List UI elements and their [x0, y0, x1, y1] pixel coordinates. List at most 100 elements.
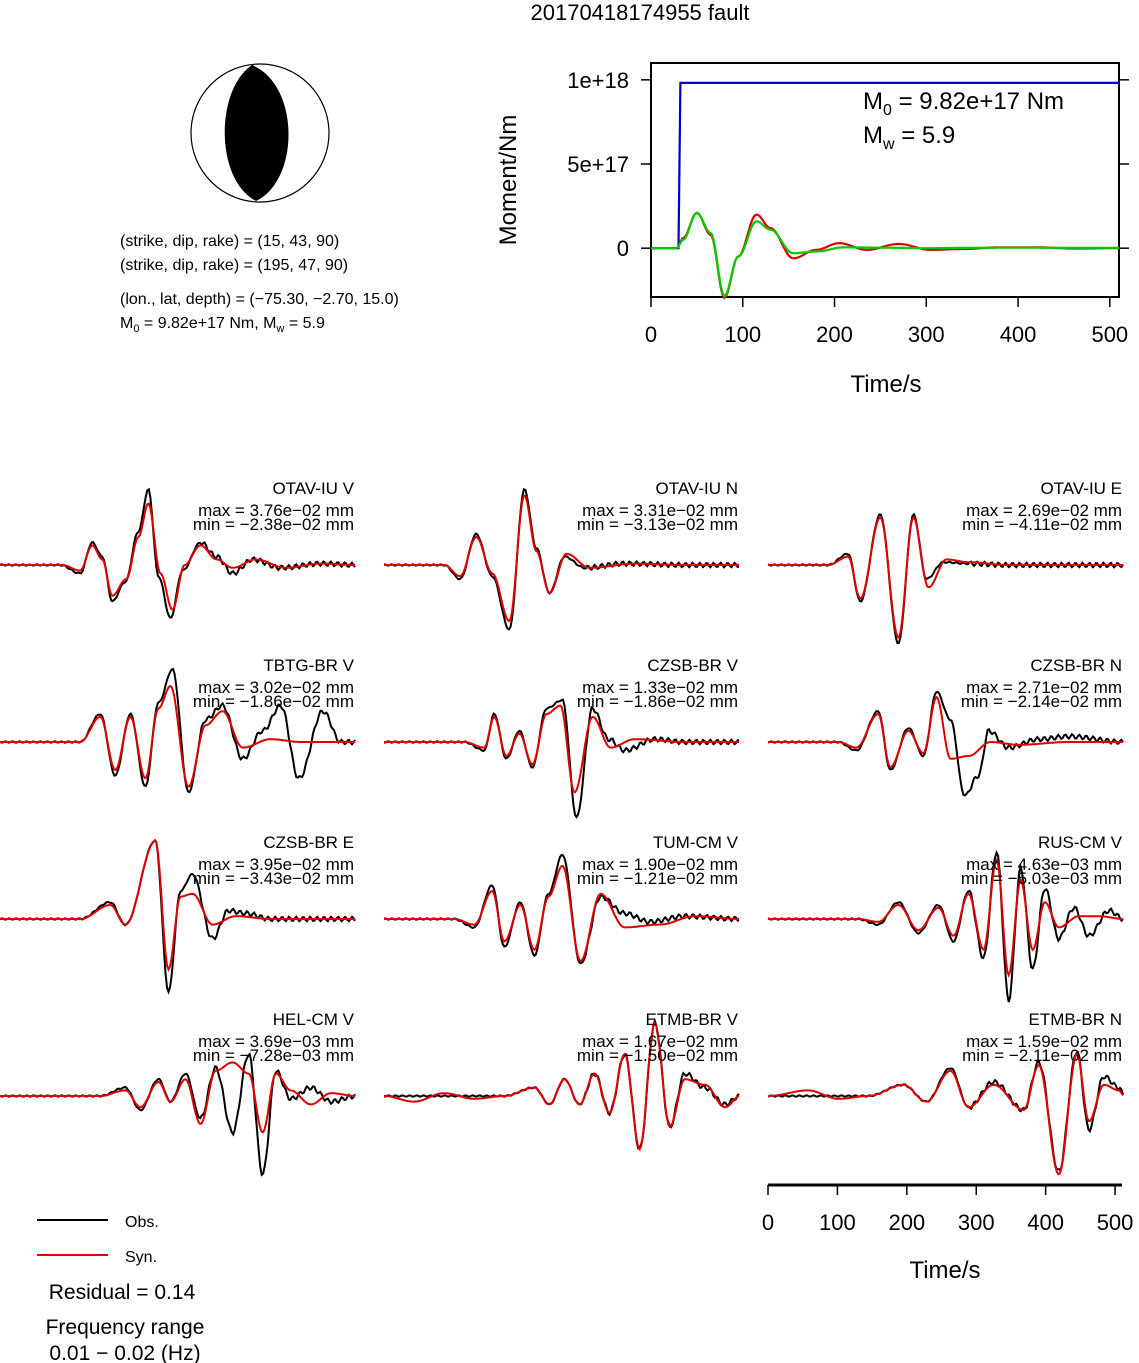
moment-ylabel: Moment/Nm	[495, 115, 522, 246]
frequency-range-value: 0.01 − 0.02 (Hz)	[49, 1342, 200, 1363]
trace-max-label: max = 1.90e−02 mm	[582, 855, 738, 874]
waveform-x-tick-label: 0	[762, 1210, 774, 1235]
station-label: TUM-CM V	[653, 833, 739, 852]
trace-min-label: min = −2.11e−02 mm	[962, 1046, 1122, 1065]
trace-max-label: max = 1.59e−02 mm	[966, 1032, 1122, 1051]
synthetic-trace	[0, 684, 355, 788]
trace-min-label: min = −4.11e−02 mm	[962, 515, 1122, 534]
observed-trace	[0, 1052, 356, 1177]
station-label: TBTG-BR V	[263, 656, 354, 675]
trace-max-label: max = 3.02e−02 mm	[198, 678, 354, 697]
synthetic-trace	[768, 695, 1123, 769]
trace-max-label: max = 2.69e−02 mm	[966, 501, 1122, 520]
station-label: OTAV-IU V	[272, 479, 354, 498]
synthetic-trace	[0, 1061, 356, 1134]
trace-max-label: max = 3.95e−02 mm	[198, 855, 354, 874]
waveform-x-tick-label: 400	[1027, 1210, 1064, 1235]
trace-max-label: max = 1.67e−02 mm	[582, 1032, 738, 1051]
trace-max-label: max = 3.69e−03 mm	[198, 1032, 354, 1051]
waveform-time-axis: 0 100 200 300 400 500 Time/s	[762, 1183, 1134, 1284]
beachball	[190, 63, 330, 203]
trace-min-label: min = −3.43e−02 mm	[193, 869, 354, 888]
moment-plot-frame	[650, 62, 1120, 298]
legend-obs-label: Obs.	[125, 1214, 159, 1231]
station-label: CZSB-BR E	[263, 833, 354, 852]
moment-y-tick-label: 1e+18	[567, 68, 629, 93]
legend: Obs. Syn. Residual = 0.14 Frequency rang…	[37, 1214, 204, 1363]
trace-min-label: min = −1.21e−02 mm	[577, 869, 738, 888]
observed-trace	[384, 698, 740, 820]
waveform-x-ticks: 0 100 200 300 400 500	[762, 1185, 1134, 1235]
moment-y-tick-label: 0	[617, 236, 629, 261]
residual-text: Residual = 0.14	[49, 1281, 196, 1304]
station-label: CZSB-BR N	[1030, 656, 1122, 675]
synthetic-trace	[384, 864, 739, 963]
waveform-x-tick-label: 300	[958, 1210, 995, 1235]
moment-series-rate-green	[651, 211, 1119, 298]
moment-y-axis: 1e+18 5e+17 0	[567, 68, 1129, 261]
station-label: HEL-CM V	[273, 1010, 355, 1029]
waveform-x-tick-label: 200	[888, 1210, 925, 1235]
station-label: CZSB-BR V	[647, 656, 738, 675]
trace-min-label: min = −3.13e−02 mm	[577, 515, 738, 534]
station-label: ETMB-BR V	[645, 1010, 738, 1029]
frequency-range-label: Frequency range	[46, 1316, 205, 1339]
trace-min-label: min = −1.50e−02 mm	[577, 1046, 738, 1065]
trace-min-label: min = −1.86e−02 mm	[577, 692, 738, 711]
moment-x-tick-label: 0	[645, 322, 657, 347]
waveform-x-tick-label: 500	[1097, 1210, 1134, 1235]
waveform-x-tick-label: 100	[819, 1210, 856, 1235]
synthetic-trace	[768, 857, 1124, 978]
trace-max-label: max = 2.71e−02 mm	[966, 678, 1122, 697]
trace-max-label: max = 1.33e−02 mm	[582, 678, 738, 697]
location-text: (lon., lat, depth) = (−75.30, −2.70, 15.…	[120, 291, 399, 308]
trace-min-label: min = −5.03e−03 mm	[961, 869, 1122, 888]
station-label: OTAV-IU N	[656, 479, 739, 498]
trace-min-label: min = −7.28e−03 mm	[193, 1046, 354, 1065]
trace-max-label: max = 4.63e−03 mm	[966, 855, 1122, 874]
synthetic-trace	[384, 493, 739, 623]
beachball-compression	[224, 65, 289, 201]
trace-max-label: max = 3.31e−02 mm	[582, 501, 738, 520]
moment-x-axis: 0 100 200 300 400 500	[645, 297, 1128, 347]
moment-annotation-m0: M0 = 9.82e+17 Nm	[863, 88, 1064, 119]
moment-y-tick-label: 5e+17	[567, 152, 629, 177]
plane1-text: (strike, dip, rake) = (15, 43, 90)	[120, 233, 339, 250]
waveform-xlabel: Time/s	[909, 1257, 980, 1284]
moment-plot: 0 100 200 300 400 500 1e+18 5e+17 0 Moment/Nm T…	[495, 62, 1129, 398]
synthetic-trace	[768, 516, 1123, 639]
trace-max-label: max = 3.76e−02 mm	[198, 501, 354, 520]
synthetic-trace	[384, 1021, 740, 1152]
moment-x-tick-label: 300	[908, 322, 945, 347]
moment-series	[651, 81, 1119, 300]
moment-xlabel: Time/s	[850, 371, 921, 398]
synthetic-trace	[0, 502, 355, 611]
station-label: RUS-CM V	[1038, 833, 1123, 852]
station-label: OTAV-IU E	[1040, 479, 1122, 498]
moment-x-tick-label: 200	[816, 322, 853, 347]
synthetic-trace	[0, 839, 355, 972]
trace-min-label: min = −2.14e−02 mm	[961, 692, 1122, 711]
moment-annotation-mw: Mw = 5.9	[863, 122, 955, 153]
synthetic-trace	[384, 704, 739, 794]
synthetic-trace	[768, 1052, 1124, 1176]
legend-syn-label: Syn.	[125, 1249, 157, 1266]
moment-x-tick-label: 500	[1091, 322, 1128, 347]
trace-min-label: min = −2.38e−02 mm	[193, 515, 354, 534]
moment-x-tick-label: 400	[1000, 322, 1037, 347]
figure-title: 20170418174955 fault	[531, 0, 750, 25]
